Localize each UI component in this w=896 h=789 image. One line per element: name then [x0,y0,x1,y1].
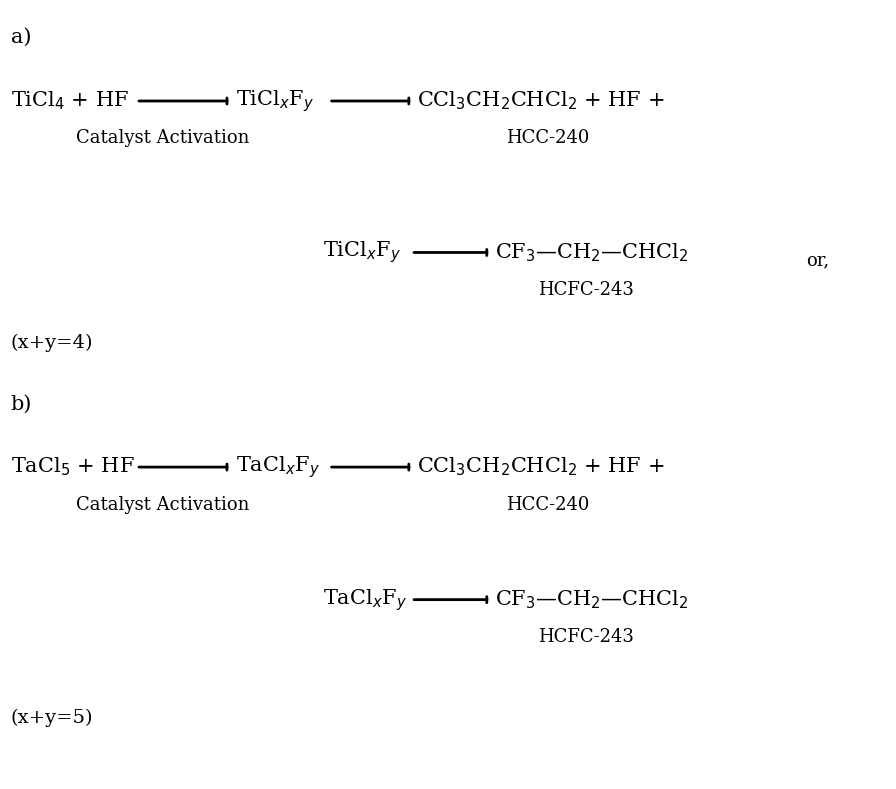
Text: HCFC-243: HCFC-243 [538,628,633,645]
Text: CCl$_3$CH$_2$CHCl$_2$ + HF +: CCl$_3$CH$_2$CHCl$_2$ + HF + [417,456,664,478]
Text: CF$_3$—CH$_2$—CHCl$_2$: CF$_3$—CH$_2$—CHCl$_2$ [495,589,688,611]
Text: HCFC-243: HCFC-243 [538,281,633,298]
Text: or,: or, [806,252,830,269]
Text: TaCl$_x$F$_y$: TaCl$_x$F$_y$ [236,454,320,480]
Text: CCl$_3$CH$_2$CHCl$_2$ + HF +: CCl$_3$CH$_2$CHCl$_2$ + HF + [417,90,664,112]
Text: HCC-240: HCC-240 [506,496,590,514]
Text: Catalyst Activation: Catalyst Activation [76,496,249,514]
Text: TaCl$_x$F$_y$: TaCl$_x$F$_y$ [323,587,407,612]
Text: TiCl$_4$ + HF: TiCl$_4$ + HF [11,90,129,112]
Text: (x+y=4): (x+y=4) [11,334,93,353]
Text: Catalyst Activation: Catalyst Activation [76,129,249,147]
Text: b): b) [11,394,32,413]
Text: TaCl$_5$ + HF: TaCl$_5$ + HF [11,456,134,478]
Text: HCC-240: HCC-240 [506,129,590,147]
Text: a): a) [11,28,31,47]
Text: (x+y=5): (x+y=5) [11,709,93,727]
Text: TiCl$_x$F$_y$: TiCl$_x$F$_y$ [323,240,401,265]
Text: TiCl$_x$F$_y$: TiCl$_x$F$_y$ [236,88,314,114]
Text: CF$_3$—CH$_2$—CHCl$_2$: CF$_3$—CH$_2$—CHCl$_2$ [495,241,688,264]
